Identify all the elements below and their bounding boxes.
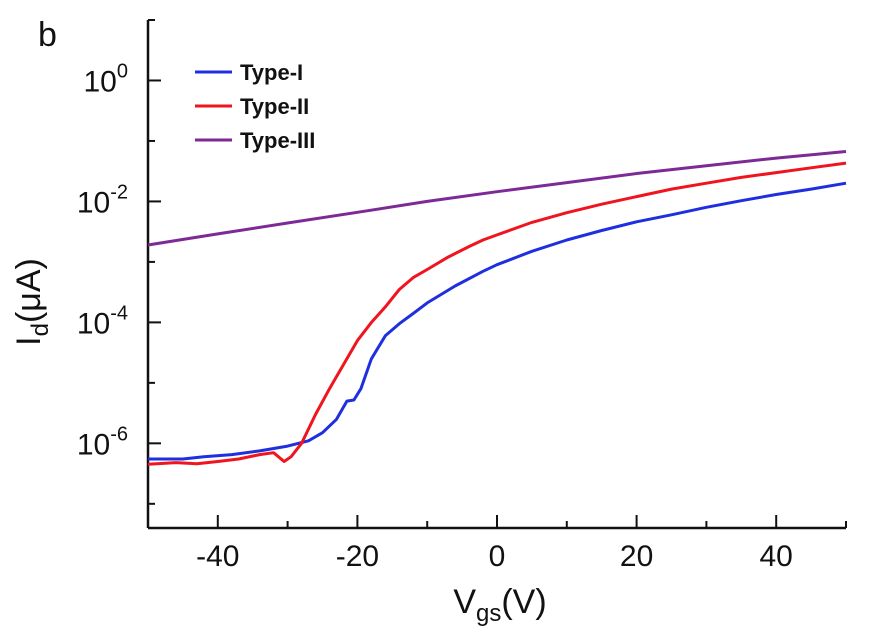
y-tick-label: 100 [84,60,129,98]
y-tick-label: 10-6 [77,423,128,461]
legend-label-type-i: Type-I [240,60,303,85]
y-tick-label: 10-2 [77,181,128,219]
y-axis-label: Id(μA) [10,258,54,346]
series-lines [147,150,847,466]
x-axis-ticks: -40 -20 0 20 40 [147,515,847,573]
panel-label: b [38,16,57,54]
series-line-type-ii [147,161,847,466]
x-tick-label: 0 [489,540,506,573]
series-line-type-iii [147,150,847,247]
legend: Type-I Type-II Type-III [195,60,315,153]
legend-label-type-ii: Type-II [240,94,309,119]
x-tick-label: -40 [196,540,239,573]
x-axis-label: Vgs(V) [453,583,546,627]
y-axis-ticks: 100 10-2 10-4 10-6 [77,19,161,505]
legend-label-type-iii: Type-III [240,128,315,153]
x-tick-label: 40 [760,540,793,573]
series-line-type-i [148,181,847,461]
y-tick-label: 10-4 [77,302,128,340]
x-tick-label: -20 [336,540,379,573]
x-tick-label: 20 [620,540,653,573]
